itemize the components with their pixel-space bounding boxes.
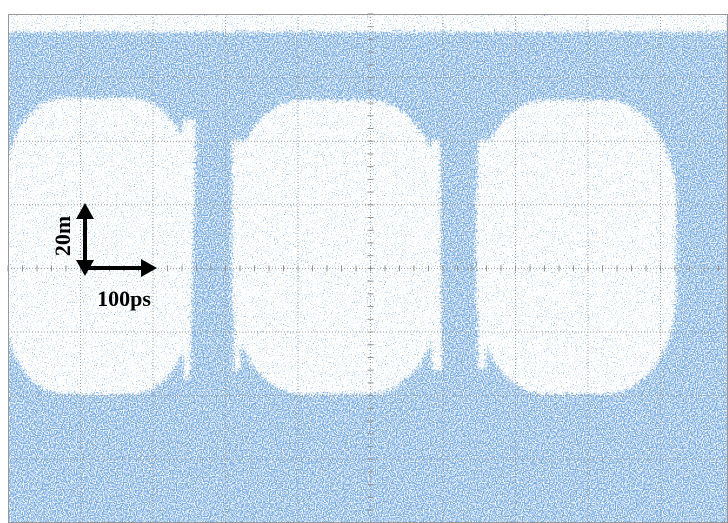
vertical-scale-label: 20m: [50, 216, 75, 256]
horizontal-scale-label: 100ps: [97, 286, 151, 311]
traces: [0, 0, 728, 523]
eye-diagram: 20m 100ps: [0, 0, 728, 523]
page: 20m 100ps (() => { const data = JSON.par…: [0, 0, 728, 523]
